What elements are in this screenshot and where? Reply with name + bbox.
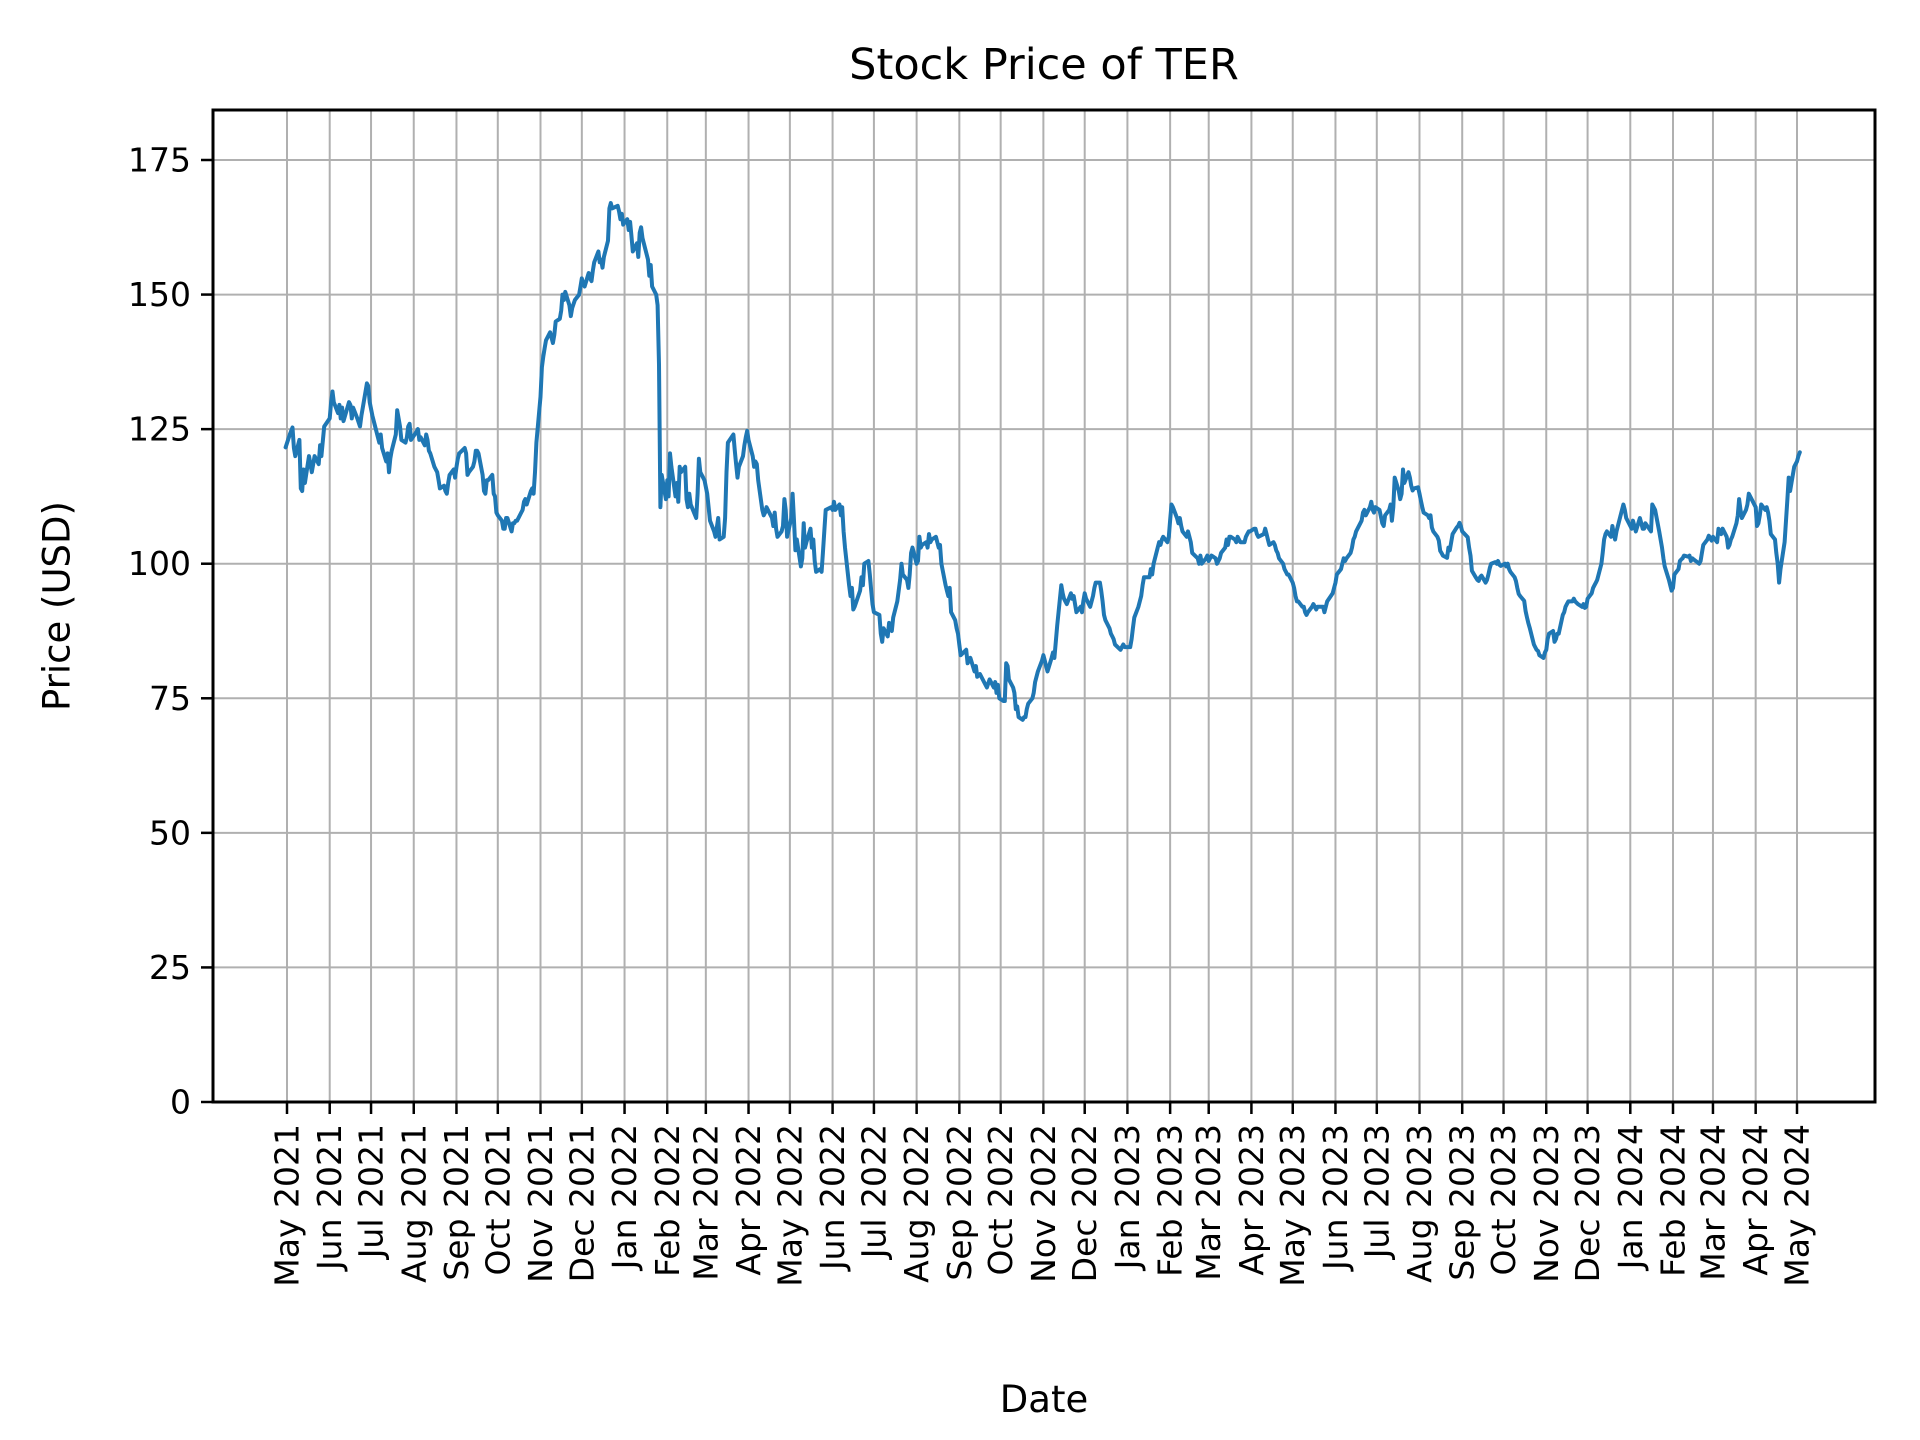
x-tick-label: May 2023 bbox=[1273, 1124, 1312, 1287]
y-tick-label: 150 bbox=[128, 275, 191, 314]
x-tick-label: Apr 2023 bbox=[1232, 1124, 1271, 1276]
y-tick-label: 175 bbox=[128, 141, 191, 180]
x-tick-label: Aug 2022 bbox=[897, 1124, 936, 1283]
x-tick-label: Jun 2023 bbox=[1316, 1124, 1355, 1272]
y-tick-labels: 0 25 50 75 100 125 150 175 bbox=[128, 141, 191, 1122]
x-tick-label: Oct 2023 bbox=[1484, 1124, 1523, 1276]
x-tick-label: Jul 2021 bbox=[352, 1124, 391, 1260]
x-tick-label: Sep 2022 bbox=[940, 1124, 979, 1281]
axis-ticks bbox=[201, 158, 1799, 1114]
x-tick-label: Feb 2022 bbox=[648, 1124, 687, 1277]
x-tick-label: Dec 2023 bbox=[1568, 1124, 1607, 1282]
x-tick-label: Dec 2022 bbox=[1065, 1124, 1104, 1282]
y-tick-label: 0 bbox=[170, 1083, 191, 1122]
x-tick-label: Oct 2021 bbox=[478, 1124, 517, 1276]
y-tick-label: 75 bbox=[149, 679, 191, 718]
y-tick-label: 100 bbox=[128, 544, 191, 583]
x-tick-label: May 2024 bbox=[1778, 1124, 1817, 1287]
x-tick-label: Dec 2021 bbox=[562, 1124, 601, 1282]
x-tick-label: May 2022 bbox=[770, 1124, 809, 1287]
plot-border bbox=[211, 108, 1877, 1104]
y-tick-label: 50 bbox=[149, 813, 191, 852]
x-tick-label: Jan 2024 bbox=[1611, 1124, 1650, 1271]
x-tick-label: Sep 2021 bbox=[437, 1124, 476, 1281]
x-tick-label: Nov 2022 bbox=[1024, 1124, 1063, 1283]
x-tick-label: Apr 2022 bbox=[729, 1124, 768, 1276]
x-tick-label: Sep 2023 bbox=[1443, 1124, 1482, 1281]
x-tick-label: Mar 2022 bbox=[686, 1124, 725, 1281]
x-tick-label: Jun 2021 bbox=[310, 1124, 349, 1272]
x-tick-label: Apr 2024 bbox=[1736, 1124, 1775, 1276]
price-line-series bbox=[283, 201, 1802, 722]
x-tick-label: Mar 2023 bbox=[1189, 1124, 1228, 1281]
x-tick-label: Aug 2021 bbox=[394, 1124, 433, 1283]
x-tick-labels: May 2021 Jun 2021 Jul 2021 Aug 2021 Sep 2021… bbox=[268, 1124, 1817, 1287]
y-axis-label: Price (USD) bbox=[35, 501, 79, 711]
gridlines bbox=[213, 110, 1875, 1103]
chart-title: Stock Price of TER bbox=[849, 40, 1239, 90]
x-tick-label: Nov 2023 bbox=[1527, 1124, 1566, 1283]
x-tick-label: Jan 2023 bbox=[1108, 1124, 1147, 1271]
x-tick-label: Jul 2022 bbox=[854, 1124, 893, 1260]
x-tick-label: Jul 2023 bbox=[1357, 1124, 1396, 1260]
x-tick-label: Oct 2022 bbox=[981, 1124, 1020, 1276]
y-tick-label: 25 bbox=[149, 948, 191, 987]
x-tick-label: Jan 2022 bbox=[605, 1124, 644, 1271]
x-tick-label: Jun 2022 bbox=[813, 1124, 852, 1272]
x-tick-label: Nov 2021 bbox=[521, 1124, 560, 1283]
x-tick-label: Feb 2024 bbox=[1654, 1124, 1693, 1277]
x-tick-label: Mar 2024 bbox=[1693, 1124, 1732, 1281]
x-tick-label: Feb 2023 bbox=[1151, 1124, 1190, 1277]
x-axis-label: Date bbox=[999, 1378, 1089, 1421]
x-tick-label: Aug 2023 bbox=[1400, 1124, 1439, 1283]
y-tick-label: 125 bbox=[128, 410, 191, 449]
x-tick-label: May 2021 bbox=[268, 1124, 307, 1287]
